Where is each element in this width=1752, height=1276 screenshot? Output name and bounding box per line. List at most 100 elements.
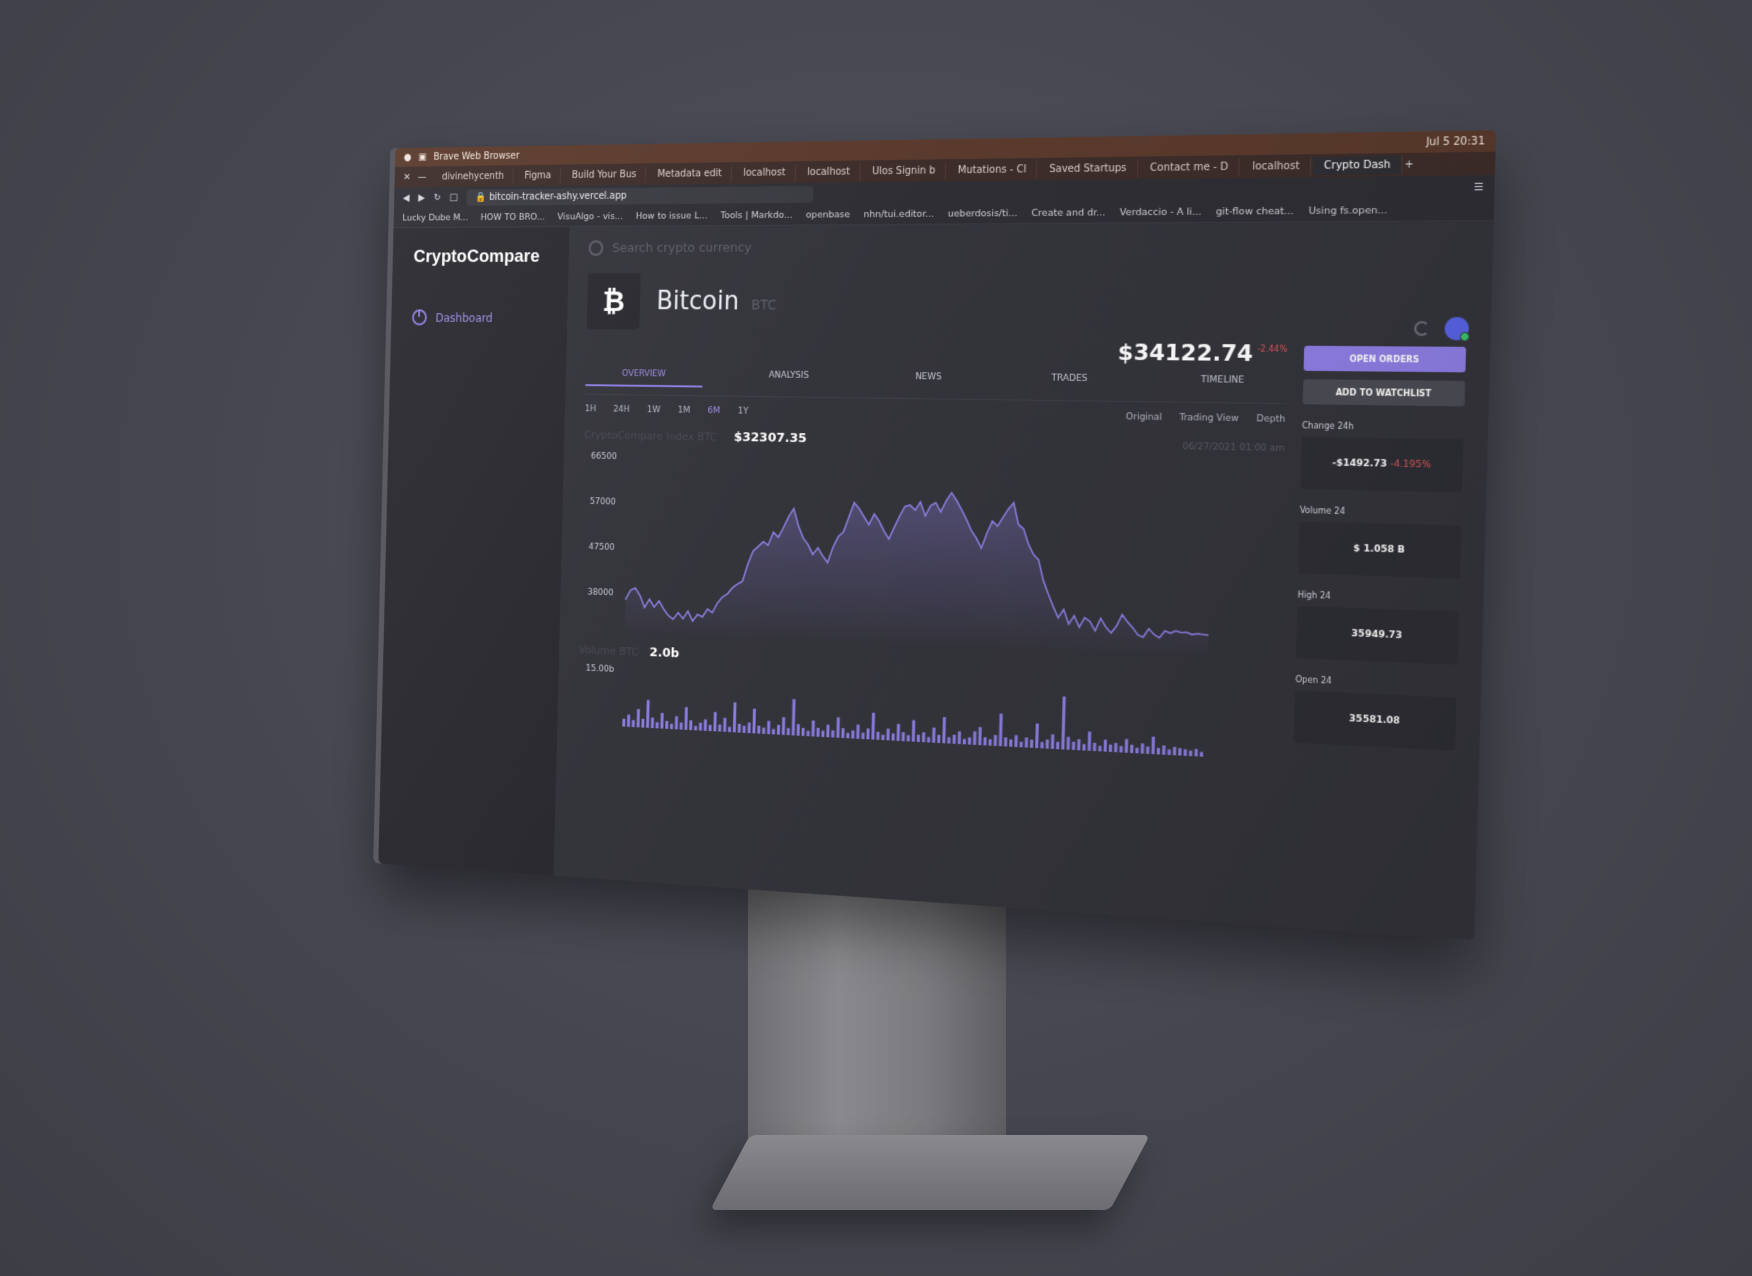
tab-analysis[interactable]: ANALYSIS [768, 370, 809, 381]
apple-icon[interactable]: ● [403, 152, 412, 163]
range-1y[interactable]: 1Y [737, 406, 749, 417]
view-trading-view[interactable]: Trading View [1179, 412, 1239, 425]
volume-bar [1124, 738, 1129, 753]
tab-trades[interactable]: TRADES [1051, 373, 1088, 385]
volume-bar [762, 727, 766, 734]
high-24-label: High 24 [1297, 590, 1331, 601]
bookmark-9[interactable]: Create and dr... [1031, 206, 1106, 219]
tab-timeline[interactable]: TIMELINE [1200, 375, 1245, 386]
tab-8[interactable]: Mutations - Cl [947, 160, 1038, 179]
volume-bar [972, 731, 977, 745]
volume-bar [942, 717, 946, 744]
tab-3[interactable]: Build Your Bus [562, 165, 647, 184]
main-tabs: OVERVIEW ANALYSIS NEWS TRADES TIMELINE [585, 368, 1287, 405]
volume-bar [1194, 748, 1198, 757]
volume-bar [631, 720, 635, 728]
volume-bar [641, 718, 645, 728]
volume-bar [871, 712, 876, 740]
main-panel: Search crypto currency ₿ Bitcoin BTC [553, 221, 1494, 941]
volume-bar [757, 725, 761, 734]
volume-bar [952, 734, 956, 744]
bookmark-icon[interactable]: □ [449, 192, 458, 203]
open-orders-button[interactable]: OPEN ORDERS [1303, 345, 1467, 373]
content-area: $34122.74 -2.44% OVERVIEW ANALYSIS NEWS … [577, 337, 1467, 775]
bookmark-6[interactable]: openbase [805, 208, 851, 221]
range-1m[interactable]: 1M [677, 405, 691, 416]
monitor-screen: ● ▣ Brave Web Browser Jul 5 20:31 ✕ — di… [378, 130, 1497, 941]
bookmark-1[interactable]: Lucky Dube M... [402, 212, 469, 223]
extensions-icon[interactable]: ☰ [1473, 181, 1484, 193]
minimize-icon[interactable]: — [417, 171, 427, 183]
sidebar-item-dashboard[interactable]: Dashboard [411, 309, 546, 326]
high-24-value: 35949.73 [1351, 628, 1403, 642]
volume-bar [901, 731, 905, 742]
tab-4[interactable]: Metadata edit [648, 164, 733, 183]
stats-column: OPEN ORDERS ADD TO WATCHLIST Change 24h … [1293, 342, 1467, 775]
tab-6[interactable]: localhost [797, 162, 861, 181]
monitor-stand-neck [748, 880, 1006, 1180]
bookmark-3[interactable]: VisuAlgo - vis... [557, 210, 624, 222]
volume-bar [1108, 744, 1113, 753]
volume-bar [891, 733, 895, 741]
volume-bar [781, 717, 786, 735]
bookmark-4[interactable]: How to issue L... [635, 210, 708, 222]
back-icon[interactable]: ◀ [402, 192, 410, 204]
view-original[interactable]: Original [1125, 412, 1163, 424]
volume-bar [655, 722, 659, 729]
volume-bar [1071, 741, 1076, 751]
price-y-tick-0: 66500 [591, 451, 617, 462]
volume-bar [1151, 736, 1155, 755]
range-1h[interactable]: 1H [584, 404, 597, 415]
volume-bar [947, 737, 951, 744]
tab-1[interactable]: divinehycenth [432, 167, 514, 185]
volume-bar [627, 714, 631, 727]
new-tab-icon[interactable]: + [1404, 158, 1414, 171]
forward-icon[interactable]: ▶ [418, 192, 425, 203]
volume-bar [796, 724, 800, 736]
volume-bar [841, 728, 845, 739]
tab-10[interactable]: Contact me - D [1139, 157, 1240, 177]
tab-7[interactable]: Ulos Signin b [862, 161, 947, 180]
close-icon[interactable]: ✕ [403, 171, 411, 183]
volume-bar [1146, 746, 1150, 754]
tab-overview[interactable]: OVERVIEW [585, 368, 703, 388]
view-depth[interactable]: Depth [1256, 414, 1286, 425]
volume-bar [1029, 739, 1034, 748]
change-24h-percent: -4.195% [1390, 459, 1432, 471]
bookmark-5[interactable]: Tools | Markdo... [720, 209, 793, 221]
bookmark-7[interactable]: nhn/tui.editor... [863, 208, 935, 220]
change-24h-label: Change 24h [1302, 421, 1354, 432]
avatar[interactable] [1444, 316, 1470, 341]
bookmark-12[interactable]: Using fs.open... [1308, 204, 1388, 217]
add-to-watchlist-button[interactable]: ADD TO WATCHLIST [1302, 379, 1466, 407]
url-field[interactable]: 🔒 bitcoin-tracker-ashy.vercel.app [466, 185, 814, 206]
bookmark-11[interactable]: git-flow cheat... [1215, 205, 1294, 218]
volume-chart[interactable]: 15.00b [577, 661, 1217, 762]
bookmark-10[interactable]: Verdaccio - A li... [1119, 205, 1202, 218]
coin-price: $34122.74 [1117, 340, 1254, 368]
price-y-tick-1: 57000 [590, 497, 616, 508]
range-1w[interactable]: 1W [646, 405, 661, 416]
high-24-box: 35949.73 [1295, 605, 1459, 665]
bookmark-2[interactable]: HOW TO BRO... [480, 211, 546, 223]
volume-bar [1066, 736, 1070, 750]
tab-5[interactable]: localhost [733, 163, 797, 182]
volume-bar [927, 736, 931, 743]
price-y-tick-2: 47500 [589, 542, 615, 553]
tab-12[interactable]: Crypto Dash [1313, 155, 1403, 175]
tab-11[interactable]: localhost [1241, 156, 1312, 176]
range-24h[interactable]: 24H [613, 404, 630, 415]
volume-24-value: $ 1.058 B [1353, 543, 1406, 556]
price-chart[interactable]: 66500 57000 47500 38000 [579, 446, 1223, 665]
reload-icon[interactable]: ↻ [433, 192, 441, 203]
volume-bar [1024, 737, 1029, 748]
tab-news[interactable]: NEWS [915, 372, 942, 383]
refresh-icon[interactable] [1413, 321, 1430, 336]
volume-bar [897, 724, 901, 742]
tab-2[interactable]: Figma [515, 166, 562, 184]
tab-9[interactable]: Saved Startups [1038, 159, 1138, 178]
search-bar[interactable]: Search crypto currency [588, 236, 1470, 256]
bookmark-8[interactable]: ueberdosis/ti... [947, 207, 1018, 220]
range-6m[interactable]: 6M [707, 406, 721, 417]
